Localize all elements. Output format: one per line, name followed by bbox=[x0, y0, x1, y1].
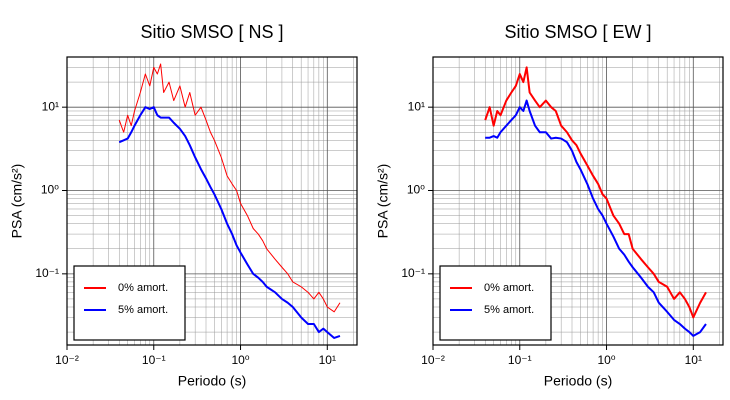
x-tick-label: 10⁻¹ bbox=[508, 353, 532, 367]
legend: 0% amort. 5% amort. bbox=[439, 265, 552, 341]
legend: 0% amort. 5% amort. bbox=[73, 265, 186, 341]
series-line bbox=[118, 63, 341, 313]
series-line bbox=[484, 66, 707, 319]
legend-box bbox=[73, 265, 186, 341]
x-tick-label: 10⁰ bbox=[597, 353, 615, 367]
legend-box bbox=[439, 265, 552, 341]
panel: 10⁻² 10⁻¹ 10⁰ 10¹ 10⁻¹ 10⁰ 10¹ Sitio SMSO [ EW … bbox=[375, 22, 724, 389]
x-tick-label: 10⁰ bbox=[231, 353, 249, 367]
panel: 10⁻² 10⁻¹ 10⁰ 10¹ 10⁻¹ 10⁰ 10¹ Sitio SMSO [ NS … bbox=[9, 22, 358, 389]
chart-title: Sitio SMSO [ NS ] bbox=[140, 22, 283, 42]
x-tick-label: 10⁻² bbox=[421, 353, 445, 367]
x-axis-label: Periodo (s) bbox=[544, 373, 612, 389]
x-axis-label: Periodo (s) bbox=[178, 373, 246, 389]
legend-label: 5% amort. bbox=[484, 304, 534, 316]
y-tick-label: 10⁰ bbox=[41, 183, 59, 197]
y-tick-label: 10⁻¹ bbox=[401, 266, 425, 280]
y-tick-label: 10¹ bbox=[42, 99, 59, 113]
x-tick-label: 10¹ bbox=[319, 353, 336, 367]
x-tick-label: 10⁻¹ bbox=[142, 353, 166, 367]
series-line bbox=[485, 99, 707, 337]
plot-frame bbox=[432, 56, 724, 346]
plot-frame bbox=[66, 56, 358, 346]
y-tick-label: 10⁰ bbox=[407, 183, 425, 197]
chart-title: Sitio SMSO [ EW ] bbox=[504, 22, 651, 42]
legend-label: 5% amort. bbox=[118, 304, 168, 316]
series-line bbox=[118, 106, 341, 339]
y-axis-label: PSA (cm/s²) bbox=[375, 164, 391, 239]
legend-label: 0% amort. bbox=[484, 282, 534, 294]
y-tick-label: 10¹ bbox=[408, 99, 425, 113]
y-axis-label: PSA (cm/s²) bbox=[9, 164, 25, 239]
x-tick-label: 10⁻² bbox=[55, 353, 79, 367]
x-tick-label: 10¹ bbox=[685, 353, 702, 367]
y-tick-label: 10⁻¹ bbox=[35, 266, 59, 280]
legend-label: 0% amort. bbox=[118, 282, 168, 294]
